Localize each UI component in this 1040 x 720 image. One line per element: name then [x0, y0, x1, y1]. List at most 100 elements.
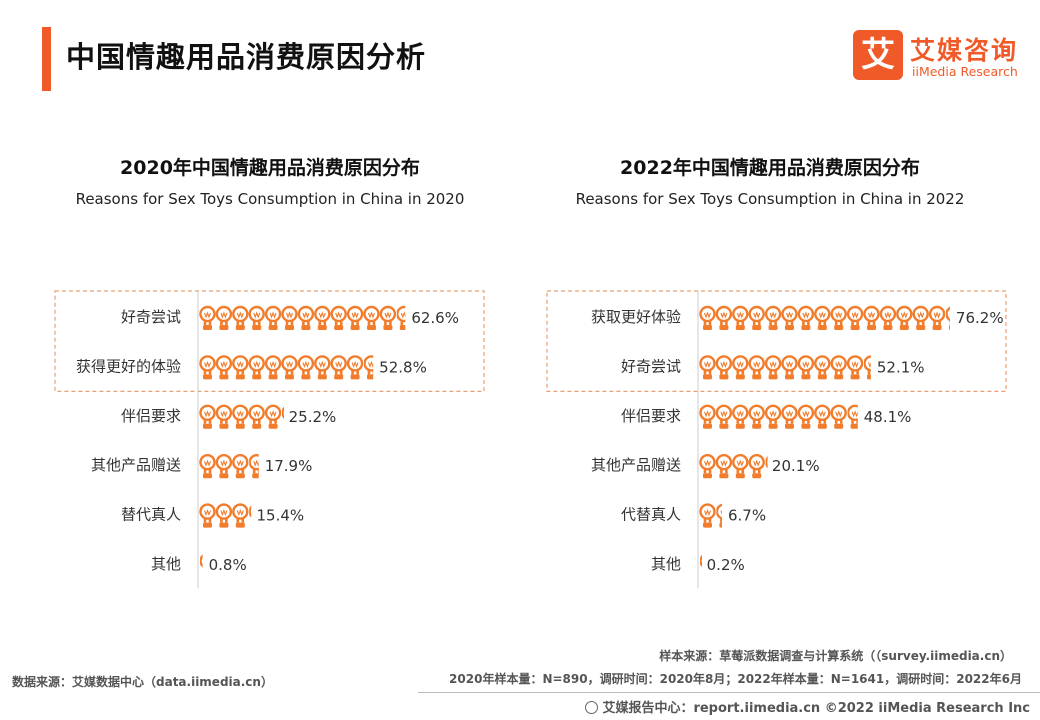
bar [699, 305, 950, 330]
bar [699, 404, 858, 429]
category-label: 伴侣要求 [621, 407, 681, 425]
lightbulb-icon [797, 305, 815, 330]
category-label: 获得更好的体验 [76, 357, 181, 375]
lightbulb-icon [699, 355, 716, 380]
lightbulb-icon [264, 305, 282, 330]
lightbulb-icon [699, 404, 716, 429]
logo-mark: 艾 [853, 30, 903, 80]
category-label: 获取更好体验 [591, 308, 681, 326]
bar [199, 305, 406, 330]
lightbulb-icon [232, 454, 249, 479]
lightbulb-icon [846, 355, 864, 380]
value-label: 0.8% [209, 556, 247, 574]
lightbulb-icon [764, 404, 782, 429]
footer-divider [418, 692, 1040, 693]
category-label: 替代真人 [121, 506, 181, 524]
chart-2020-plot: 好奇尝试 62.6% 获得更好的体验 52.8% 伴侣要求 25.2% 其他产品赠送 17.9… [54, 290, 485, 588]
lightbulb-icon [232, 305, 249, 330]
chart-2022-plot: 获取更好体验 76.2% 好奇尝试 52.1% 伴侣要求 48.1% 其他产品赠送 20.1%… [546, 290, 1007, 588]
lightbulb-icon [764, 305, 782, 330]
lightbulb-icon [215, 305, 233, 330]
lightbulb-icon [781, 305, 798, 330]
lightbulb-icon [732, 305, 749, 330]
value-label: 6.7% [728, 507, 766, 525]
lightbulb-icon [264, 404, 282, 429]
lightbulb-icon [297, 305, 315, 330]
logo-english-name: iiMedia Research [912, 64, 1018, 79]
value-label: 17.9% [265, 457, 313, 475]
lightbulb-icon [912, 305, 929, 330]
lightbulb-icon [199, 454, 216, 479]
lightbulb-icon [249, 505, 252, 518]
lightbulb-icon [764, 355, 782, 380]
globe-icon [585, 701, 599, 714]
iimedia-logo: 艾 艾媒咨询 iiMedia Research [853, 30, 1033, 86]
chart-2020: 2020年中国情趣用品消费原因分布 Reasons for Sex Toys C… [30, 150, 510, 600]
lightbulb-icon [232, 355, 249, 380]
lightbulb-icon [249, 454, 259, 479]
value-label: 25.2% [289, 408, 337, 426]
data-source: 数据来源：艾媒数据中心（data.iimedia.cn） [12, 675, 273, 689]
lightbulb-icon [847, 404, 858, 429]
lightbulb-icon [248, 305, 265, 330]
lightbulb-icon [748, 305, 765, 330]
lightbulb-icon [232, 503, 249, 528]
category-label: 其他产品赠送 [91, 456, 181, 474]
lightbulb-icon [232, 404, 249, 429]
lightbulb-icon [199, 503, 216, 528]
lightbulb-icon [879, 305, 897, 330]
lightbulb-icon [765, 456, 768, 469]
lightbulb-icon [281, 355, 298, 380]
lightbulb-icon [699, 454, 716, 479]
lightbulb-icon [928, 305, 946, 330]
lightbulb-icon [781, 355, 798, 380]
lightbulb-icon [215, 404, 233, 429]
title-accent-bar [42, 27, 51, 91]
lightbulb-icon [716, 503, 722, 528]
lightbulb-icon [814, 404, 831, 429]
category-label: 好奇尝试 [121, 308, 181, 326]
lightbulb-icon [797, 404, 815, 429]
chart-2022: 2022年中国情趣用品消费原因分布 Reasons for Sex Toys C… [530, 150, 1010, 600]
lightbulb-icon [330, 355, 347, 380]
logo-chinese-name: 艾媒咨询 [910, 36, 1019, 65]
lightbulb-icon [781, 404, 798, 429]
bar [199, 454, 259, 479]
lightbulb-icon [264, 355, 282, 380]
lightbulb-icon [379, 305, 397, 330]
lightbulb-icon [215, 454, 233, 479]
bar [199, 355, 374, 380]
bar [699, 355, 871, 380]
category-label: 好奇尝试 [621, 357, 681, 375]
value-label: 62.6% [411, 309, 459, 327]
bar [700, 554, 702, 568]
lightbulb-icon [715, 404, 733, 429]
lightbulb-icon [297, 355, 315, 380]
lightbulb-icon [314, 305, 331, 330]
chart-2022-subtitle: Reasons for Sex Toys Consumption in Chin… [575, 190, 965, 208]
lightbulb-icon [346, 355, 364, 380]
lightbulb-icon [830, 404, 847, 429]
bar [699, 503, 722, 528]
lightbulb-icon [715, 355, 733, 380]
value-label: 20.1% [772, 457, 820, 475]
report-center-text: 艾媒报告中心：report.iimedia.cn ©2022 iiMedia R… [602, 701, 1030, 716]
lightbulb-icon [215, 503, 233, 528]
bar [199, 503, 252, 528]
chart-2020-title: 2020年中国情趣用品消费原因分布 [120, 157, 420, 179]
lightbulb-icon [200, 554, 203, 568]
lightbulb-icon [346, 305, 364, 330]
lightbulb-icon [363, 305, 380, 330]
lightbulb-icon [199, 355, 216, 380]
lightbulb-icon [732, 454, 749, 479]
lightbulb-icon [396, 305, 406, 330]
lightbulb-icon [732, 404, 749, 429]
lightbulb-icon [846, 305, 864, 330]
lightbulb-icon [215, 355, 233, 380]
lightbulb-icon [700, 554, 702, 568]
lightbulb-icon [199, 404, 216, 429]
value-label: 52.8% [379, 358, 427, 376]
value-label: 48.1% [864, 408, 912, 426]
lightbulb-icon [314, 355, 331, 380]
lightbulb-icon [748, 454, 765, 479]
